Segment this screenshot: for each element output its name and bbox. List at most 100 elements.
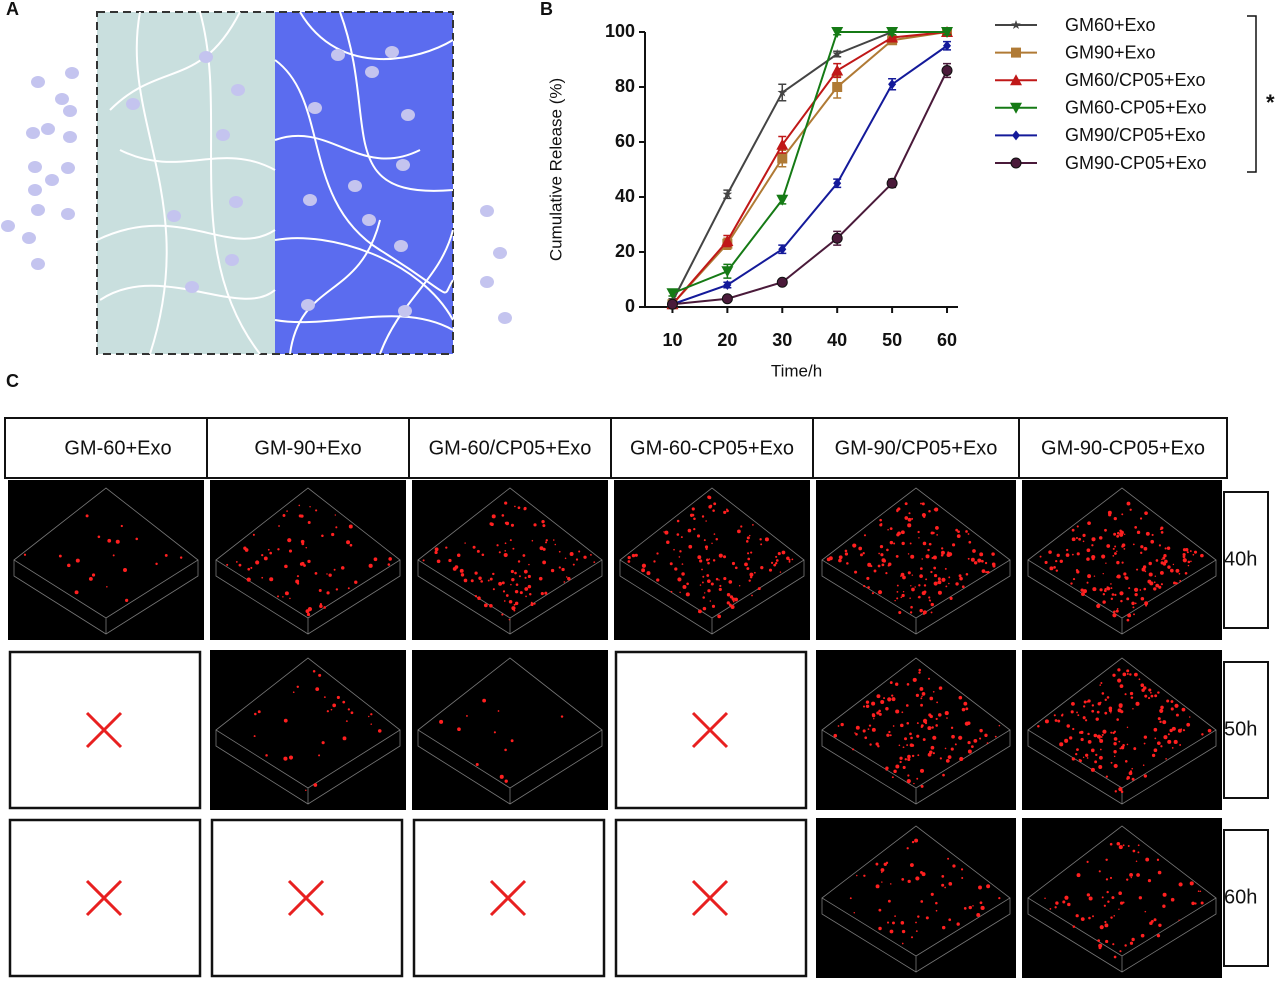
fluorescent-spot	[929, 726, 932, 729]
column-header-box	[812, 417, 1020, 479]
fluorescent-spot	[1099, 925, 1104, 930]
marker	[888, 79, 897, 90]
fluorescent-spot	[1116, 534, 1120, 538]
marker	[943, 40, 952, 51]
fluorescent-spot	[764, 537, 769, 542]
fluorescent-spot	[1110, 597, 1114, 601]
marker	[722, 189, 733, 199]
fluorescent-spot	[849, 897, 852, 900]
fluorescent-spot	[303, 564, 306, 567]
fluorescent-spot	[1119, 950, 1122, 953]
panel-label: B	[540, 0, 553, 19]
fluorescent-spot	[529, 592, 532, 596]
fluorescent-spot	[702, 606, 707, 611]
fluorescent-spot	[511, 577, 515, 582]
fluorescent-spot	[687, 528, 692, 533]
fluorescent-spot	[388, 557, 392, 561]
fluorescent-spot	[777, 552, 781, 556]
fluorescent-spot	[702, 596, 705, 599]
fluorescent-spot	[773, 563, 777, 567]
fluorescent-spot	[863, 534, 867, 537]
fluorescent-spot	[902, 591, 905, 593]
fluorescent-spot	[885, 706, 889, 711]
fluorescent-spot	[1124, 693, 1127, 696]
fluorescent-spot	[701, 568, 703, 571]
fluorescent-spot	[634, 553, 638, 557]
fluorescent-spot	[946, 717, 948, 719]
fluorescent-spot	[253, 735, 256, 738]
fluorescent-spot	[681, 563, 684, 565]
fluorescent-spot	[906, 778, 911, 784]
fluorescent-spot	[1091, 557, 1095, 561]
fluorescent-spot	[909, 732, 912, 736]
fluorescent-spot	[935, 909, 938, 912]
fluorescent-spot	[754, 571, 756, 574]
fluorescent-spot	[697, 609, 702, 614]
fluorescent-spot	[1118, 740, 1121, 743]
fluorescent-spot	[1119, 591, 1124, 596]
fluorescent-spot	[919, 768, 925, 773]
fluorescent-spot	[1099, 738, 1104, 743]
fluorescent-spot	[1081, 592, 1085, 596]
fluorescent-spot	[464, 542, 466, 544]
fluorescent-spot	[904, 502, 908, 506]
fluorescent-spot	[968, 905, 972, 910]
fluorescent-spot	[91, 573, 96, 577]
fluorescent-spot	[935, 526, 939, 530]
fluorescent-spot	[905, 704, 909, 707]
fluorescent-spot	[509, 539, 512, 542]
fluorescent-spot	[1095, 753, 1098, 757]
fluorescent-spot	[1080, 730, 1084, 735]
fluorescent-spot	[1098, 870, 1101, 873]
fluorescent-spot	[527, 584, 532, 589]
fluorescent-spot	[1135, 860, 1138, 862]
fluorescent-spot	[422, 559, 425, 562]
fluorescent-spot	[900, 530, 905, 535]
fluorescent-spot	[533, 602, 536, 605]
fluorescent-spot	[932, 690, 935, 693]
fluorescent-spot	[921, 695, 923, 698]
fluorescent-spot	[696, 534, 701, 538]
fluorescent-spot	[1039, 555, 1042, 558]
fluorescent-spot	[892, 921, 895, 925]
fluorescent-spot	[58, 554, 62, 558]
fluorescent-spot	[1125, 576, 1129, 580]
fluorescent-spot	[855, 733, 858, 736]
fluorescent-spot	[1197, 890, 1200, 892]
fluorescent-spot	[1101, 554, 1106, 559]
fluorescent-spot	[1161, 558, 1163, 561]
fluorescent-spot	[1070, 710, 1074, 714]
fluorescent-spot	[1149, 582, 1152, 585]
fluorescent-spot	[1143, 587, 1147, 591]
fluorescent-spot	[1144, 694, 1148, 698]
fluorescent-spot	[519, 591, 523, 595]
fluorescent-spot	[510, 739, 514, 743]
fluorescent-spot	[920, 784, 924, 788]
fluorescent-spot	[826, 557, 831, 562]
fluorescent-spot	[1071, 553, 1074, 556]
fluorescent-spot	[1165, 758, 1167, 760]
column-header-box	[1018, 417, 1228, 479]
fluorescent-spot	[319, 604, 323, 609]
fluorescent-spot	[682, 584, 687, 589]
fluorescent-spot	[387, 563, 391, 566]
fluorescent-spot	[891, 776, 894, 779]
fluorescent-spot	[1112, 943, 1115, 946]
fluorescent-spot	[681, 572, 685, 576]
column-header: GM-60+Exo	[64, 437, 171, 459]
microscopy-image	[210, 650, 406, 810]
fluorescent-spot	[1105, 775, 1109, 778]
fluorescent-spot	[1150, 694, 1154, 698]
fluorescent-spot	[1157, 870, 1162, 875]
fluorescent-spot	[1148, 561, 1152, 566]
fluorescent-spot	[862, 705, 866, 708]
fluorescent-spot	[930, 570, 933, 574]
fluorescent-spot	[979, 737, 982, 740]
fluorescent-spot	[1144, 570, 1147, 573]
fluorescent-spot	[501, 514, 505, 517]
fluorescent-spot	[904, 516, 909, 520]
fluorescent-spot	[948, 882, 953, 886]
fluorescent-spot	[1175, 582, 1178, 585]
fluorescent-spot	[744, 562, 748, 567]
fluorescent-spot	[1164, 547, 1167, 550]
